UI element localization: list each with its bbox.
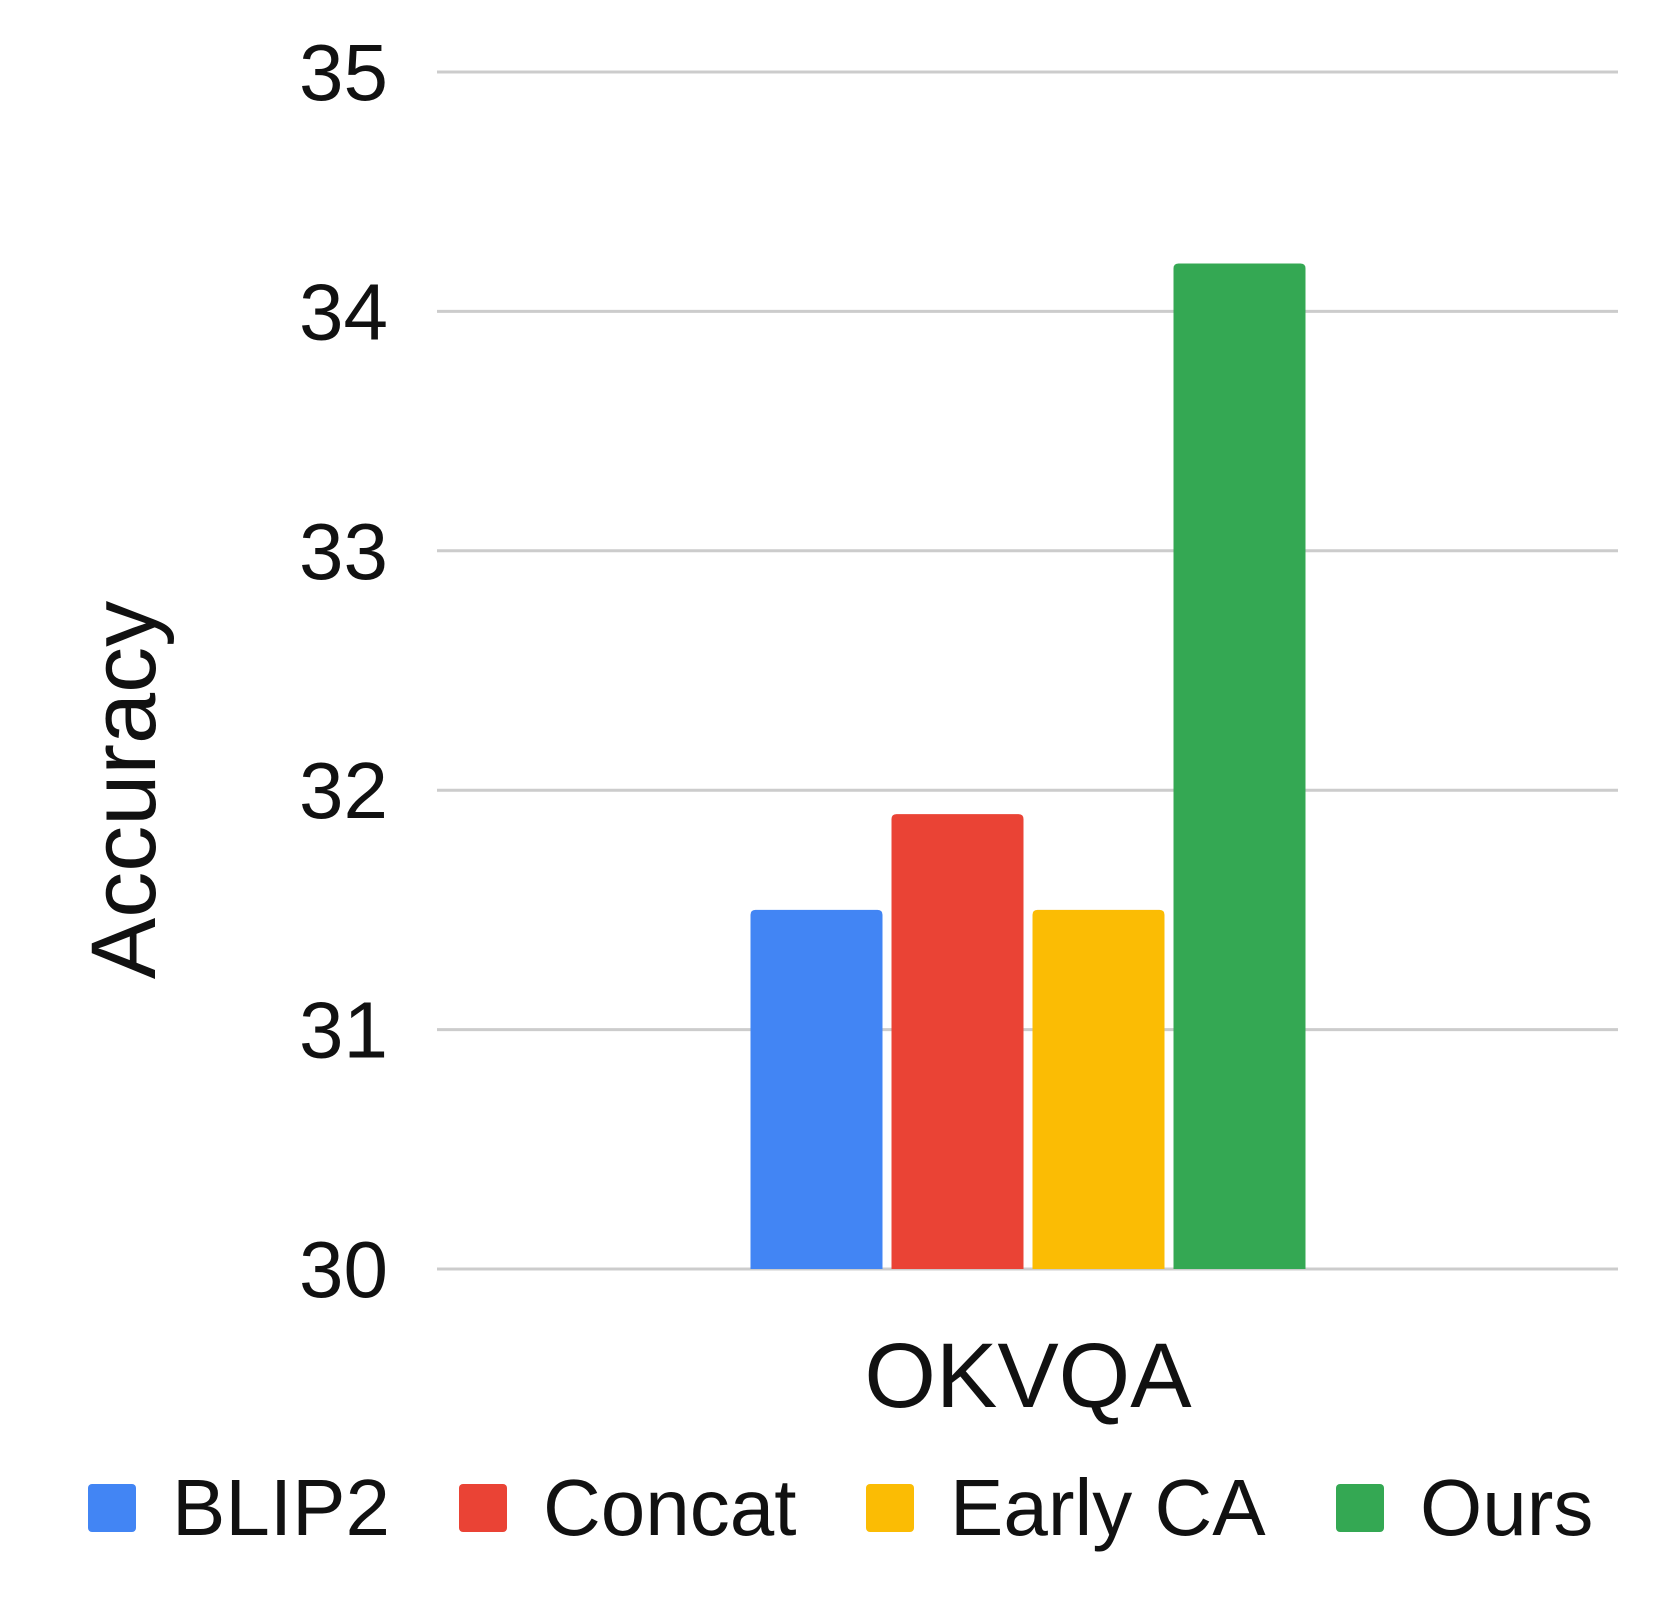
legend-item-blip2: BLIP2 [88, 1463, 390, 1552]
legend-swatch [459, 1484, 507, 1532]
legend-label: Early CA [950, 1463, 1266, 1552]
y-tick-label: 32 [299, 746, 388, 835]
legend-swatch [88, 1484, 136, 1532]
bars [750, 263, 1306, 1269]
bar-early-ca [1032, 909, 1165, 1269]
y-tick-label: 30 [299, 1225, 388, 1314]
y-axis-label: Accuracy [73, 601, 175, 979]
x-tick-label: OKVQA [864, 1325, 1192, 1427]
bar-blip2 [750, 909, 883, 1269]
legend-item-early-ca: Early CA [866, 1463, 1266, 1552]
y-tick-label: 31 [299, 986, 388, 1075]
legend-swatch [866, 1484, 914, 1532]
gridlines [437, 70, 1618, 1271]
legend-swatch [1336, 1484, 1384, 1532]
legend: BLIP2 Concat Early CA Ours [88, 1463, 1593, 1552]
y-tick-label: 34 [299, 267, 388, 356]
y-tick-label: 33 [299, 507, 388, 596]
y-axis-ticks: 30 31 32 33 34 35 [299, 28, 388, 1314]
legend-label: BLIP2 [172, 1463, 390, 1552]
y-tick-label: 35 [299, 28, 388, 117]
bar-ours [1173, 263, 1306, 1269]
legend-label: Ours [1420, 1463, 1593, 1552]
bar-concat [891, 814, 1024, 1269]
legend-item-ours: Ours [1336, 1463, 1593, 1552]
legend-item-concat: Concat [459, 1463, 796, 1552]
x-axis-ticks: OKVQA [864, 1325, 1192, 1427]
legend-label: Concat [543, 1463, 796, 1552]
